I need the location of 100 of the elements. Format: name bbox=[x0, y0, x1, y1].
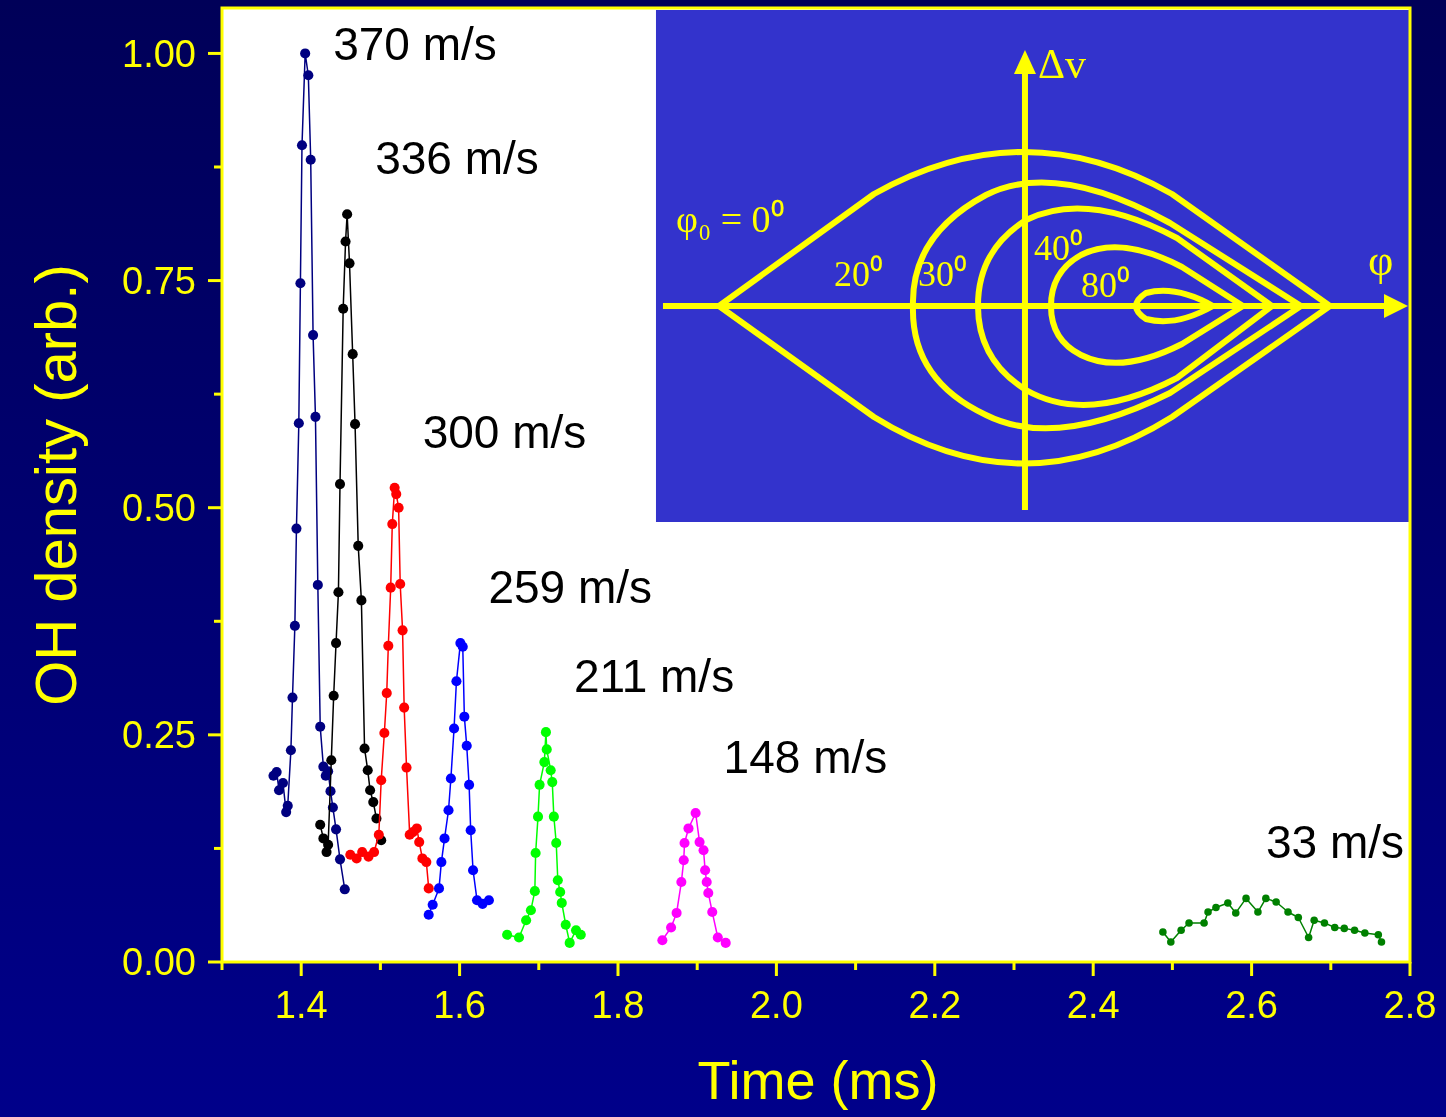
point bbox=[282, 800, 293, 811]
y-tick-label: 0.50 bbox=[122, 487, 196, 530]
point bbox=[350, 419, 361, 430]
x-tick-label: 2.8 bbox=[1383, 984, 1437, 1026]
point bbox=[333, 587, 344, 598]
point bbox=[295, 278, 306, 289]
point bbox=[1204, 908, 1212, 916]
series-label: 300 m/s bbox=[422, 405, 587, 458]
point bbox=[1320, 919, 1329, 927]
point bbox=[671, 907, 682, 918]
point bbox=[399, 702, 410, 713]
point bbox=[445, 773, 456, 784]
point bbox=[305, 154, 316, 165]
series-label: 370 m/s bbox=[333, 18, 497, 70]
point bbox=[273, 785, 285, 796]
point bbox=[439, 833, 450, 844]
point bbox=[344, 258, 355, 269]
point bbox=[291, 523, 302, 534]
series-label: 33 m/s bbox=[1265, 816, 1404, 869]
point bbox=[1242, 894, 1250, 903]
point bbox=[556, 897, 567, 908]
point bbox=[381, 688, 392, 699]
point bbox=[423, 883, 434, 894]
y-tick-label: 0.00 bbox=[122, 941, 196, 984]
point bbox=[383, 640, 394, 651]
point bbox=[676, 877, 687, 888]
point bbox=[555, 887, 566, 898]
point bbox=[423, 909, 434, 920]
point bbox=[1330, 923, 1339, 932]
point bbox=[703, 887, 714, 898]
point bbox=[401, 762, 412, 773]
annotation: 80⁰ bbox=[1080, 265, 1130, 305]
point bbox=[1377, 938, 1386, 946]
point bbox=[421, 857, 432, 868]
x-tick-label: 2.0 bbox=[749, 984, 803, 1026]
x-tick-label: 1.4 bbox=[274, 984, 328, 1026]
point bbox=[720, 937, 731, 948]
point bbox=[521, 915, 532, 926]
point bbox=[443, 805, 454, 816]
point bbox=[1350, 926, 1359, 934]
point bbox=[1185, 919, 1193, 927]
x-tick-label: 1.8 bbox=[591, 984, 645, 1026]
point bbox=[468, 865, 479, 876]
point bbox=[1262, 894, 1270, 903]
point bbox=[1167, 938, 1175, 946]
point bbox=[532, 811, 544, 822]
point bbox=[666, 922, 677, 933]
point bbox=[328, 690, 339, 701]
point bbox=[277, 777, 289, 789]
point bbox=[359, 743, 370, 754]
point bbox=[545, 765, 556, 776]
point bbox=[397, 625, 408, 636]
point bbox=[541, 744, 552, 755]
point bbox=[340, 236, 351, 247]
point bbox=[379, 728, 390, 739]
point bbox=[525, 905, 536, 916]
point bbox=[690, 807, 701, 819]
point bbox=[451, 676, 462, 687]
point bbox=[1374, 930, 1383, 939]
point bbox=[698, 845, 709, 856]
point bbox=[1231, 909, 1240, 917]
point bbox=[1340, 924, 1349, 933]
point bbox=[529, 886, 540, 897]
point bbox=[679, 837, 690, 849]
annotation: 40⁰ bbox=[1033, 228, 1083, 268]
annotation: 30⁰ bbox=[917, 254, 967, 294]
point bbox=[293, 418, 304, 429]
point bbox=[373, 829, 384, 840]
point bbox=[338, 303, 349, 314]
point bbox=[564, 937, 575, 948]
point bbox=[376, 775, 387, 786]
point bbox=[701, 877, 712, 888]
point bbox=[387, 519, 398, 530]
point bbox=[411, 823, 422, 834]
point bbox=[548, 811, 559, 822]
point bbox=[368, 797, 379, 808]
x-tick-label: 2.4 bbox=[1066, 984, 1120, 1026]
point bbox=[395, 579, 406, 590]
point bbox=[356, 595, 367, 606]
point bbox=[289, 620, 300, 631]
annotation: 20⁰ bbox=[833, 254, 883, 294]
point bbox=[513, 932, 525, 943]
point bbox=[1284, 908, 1292, 916]
point bbox=[483, 895, 494, 906]
point bbox=[312, 579, 323, 590]
point bbox=[296, 140, 308, 151]
point bbox=[303, 70, 314, 81]
point bbox=[712, 932, 723, 943]
annotation: Δv bbox=[1037, 41, 1086, 87]
point bbox=[323, 839, 334, 850]
annotation: φ₀ = 0⁰ bbox=[675, 198, 784, 240]
point bbox=[530, 847, 541, 859]
point bbox=[551, 837, 562, 849]
point bbox=[436, 857, 447, 868]
point bbox=[449, 723, 460, 734]
point bbox=[287, 692, 298, 703]
point bbox=[694, 837, 705, 848]
point bbox=[315, 721, 326, 732]
point bbox=[393, 502, 404, 513]
series-label: 148 m/s bbox=[723, 730, 888, 783]
